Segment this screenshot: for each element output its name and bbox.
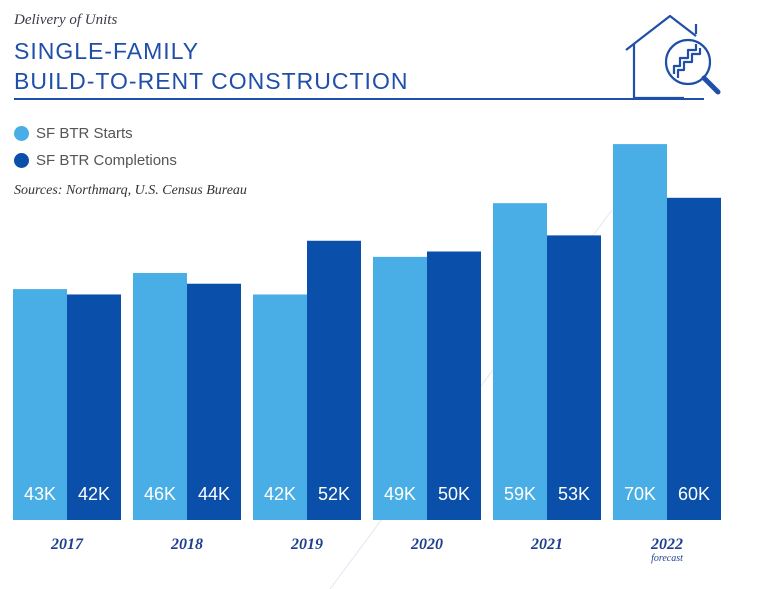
data-label-completions-2017: 42K	[78, 484, 110, 504]
house-magnifier-icon	[625, 14, 721, 100]
x-tick-label-2021: 2021	[530, 536, 563, 553]
legend-swatch-completions	[14, 153, 29, 168]
bar-completions-2018	[187, 283, 241, 520]
x-tick-label-2022: 2022	[650, 536, 683, 553]
x-tick-label-2020: 2020	[410, 536, 443, 553]
data-label-completions-2022: 60K	[678, 484, 710, 504]
data-label-starts-2017: 43K	[24, 484, 56, 504]
chart-subtitle: Delivery of Units	[14, 12, 118, 28]
bar-completions-2022	[667, 197, 721, 521]
data-label-starts-2018: 46K	[144, 484, 176, 504]
legend-item-completions: SF BTR Completions	[14, 147, 177, 174]
data-label-starts-2022: 70K	[624, 484, 656, 504]
bar-starts-2021	[493, 203, 547, 521]
data-label-starts-2020: 49K	[384, 484, 416, 504]
data-label-completions-2021: 53K	[558, 484, 590, 504]
bar-starts-2018	[133, 272, 187, 520]
legend-item-starts: SF BTR Starts	[14, 120, 177, 147]
bar-completions-2019	[307, 240, 361, 520]
x-tick-label-2017: 2017	[50, 536, 84, 553]
title-line-1: SINGLE-FAMILY	[14, 38, 200, 64]
x-tick-label-2019: 2019	[290, 536, 323, 553]
bar-completions-2021	[547, 235, 601, 520]
data-label-starts-2021: 59K	[504, 484, 536, 504]
bar-completions-2017	[67, 294, 121, 520]
data-label-completions-2019: 52K	[318, 484, 350, 504]
x-tick-label-2018: 2018	[170, 536, 203, 553]
bar-starts-2020	[373, 256, 427, 520]
data-label-starts-2019: 42K	[264, 484, 296, 504]
title-divider	[14, 98, 704, 100]
data-label-completions-2018: 44K	[198, 484, 230, 504]
x-tick-note-2022: forecast	[651, 553, 683, 564]
title-line-2: BUILD-TO-RENT CONSTRUCTION	[14, 68, 409, 94]
legend: SF BTR Starts SF BTR Completions	[14, 120, 177, 174]
data-label-completions-2020: 50K	[438, 484, 470, 504]
legend-swatch-starts	[14, 126, 29, 141]
bar-starts-2017	[13, 289, 67, 520]
bar-starts-2022	[613, 144, 667, 520]
chart-title: SINGLE-FAMILY BUILD-TO-RENT CONSTRUCTION	[14, 36, 408, 96]
sources-note: Sources: Northmarq, U.S. Census Bureau	[14, 183, 247, 198]
bar-starts-2019	[253, 294, 307, 520]
bar-completions-2020	[427, 251, 481, 520]
legend-label-starts: SF BTR Starts	[36, 125, 133, 142]
legend-label-completions: SF BTR Completions	[36, 152, 177, 169]
